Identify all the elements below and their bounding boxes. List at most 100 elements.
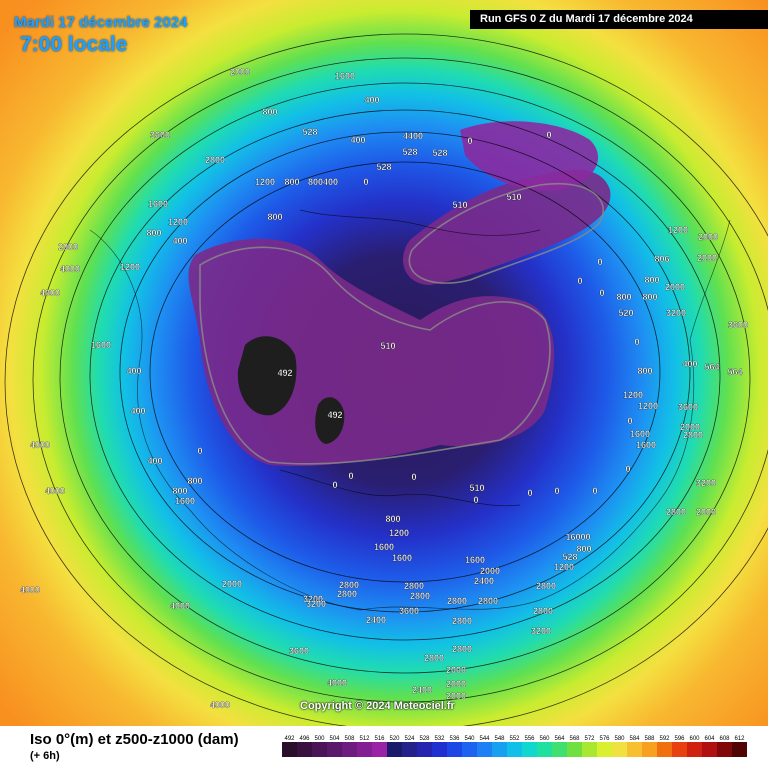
contour-label: 1200	[255, 177, 275, 187]
scale-tick-label: 564	[554, 736, 565, 742]
contour-label: 510	[452, 200, 467, 210]
contour-label: 2000	[222, 579, 242, 589]
low-492-south	[315, 397, 345, 444]
contour-label: 2800	[533, 606, 553, 616]
contour-label: 800	[262, 107, 277, 117]
contour-label: 2800	[339, 580, 359, 590]
contour-label: 3600	[399, 606, 419, 616]
scale-swatch	[702, 742, 717, 757]
scale-tick-label: 540	[464, 736, 475, 742]
scale-tick-label: 580	[614, 736, 625, 742]
scale-tick-label: 612	[734, 736, 745, 742]
scale-tick-label: 532	[434, 736, 445, 742]
contour-label: 4400	[403, 131, 423, 141]
contour-label: 1600	[335, 71, 355, 81]
contour-label: 0	[411, 472, 416, 482]
contour-label: 1600	[91, 340, 111, 350]
contour-label: 3200	[696, 478, 716, 488]
contour-label: 0	[527, 488, 532, 498]
contour-label: 2800	[337, 589, 357, 599]
lead-time: (+ 6h)	[30, 750, 60, 762]
forecast-date: Mardi 17 décembre 2024	[14, 14, 188, 31]
scale-tick-label: 536	[449, 736, 460, 742]
scale-tick-label: 560	[539, 736, 550, 742]
contour-label: 0	[597, 257, 602, 267]
scale-swatch	[447, 742, 462, 757]
contour-label: 1600	[374, 542, 394, 552]
contour-label: 800	[146, 228, 161, 238]
contour-label: 4000	[30, 440, 50, 450]
contour-label: 400	[350, 135, 365, 145]
cold-core-purple-north	[402, 170, 611, 285]
contour-label: 2800	[404, 581, 424, 591]
contour-label: 1600	[392, 553, 412, 563]
contour-label: 4000	[210, 700, 230, 710]
contour-label: 400	[130, 406, 145, 416]
scale-swatch	[387, 742, 402, 757]
scale-swatch	[717, 742, 732, 757]
contour-label: 0	[627, 416, 632, 426]
contour-label: 800	[187, 476, 202, 486]
contour-label: 528	[376, 162, 391, 172]
contour-label: 800	[576, 544, 591, 554]
contour-label: 1200	[389, 528, 409, 538]
scale-tick-label: 496	[299, 736, 310, 742]
contour-label: 2000	[230, 67, 250, 77]
scale-tick-label: 556	[524, 736, 535, 742]
contour-label: 1200	[668, 225, 688, 235]
scale-swatch	[372, 742, 387, 757]
contour-label: 0	[592, 486, 597, 496]
contour-label: 1200	[623, 390, 643, 400]
contour-label: 0	[473, 495, 478, 505]
scale-swatch	[687, 742, 702, 757]
contour-label: 528	[402, 147, 417, 157]
contour-label: 16000	[565, 532, 590, 542]
scale-swatch	[522, 742, 537, 757]
scale-tick-label: 548	[494, 736, 505, 742]
contour-label: 3600	[289, 646, 309, 656]
scale-swatch	[732, 742, 747, 757]
contour-label: 1600	[465, 555, 485, 565]
contour-label: 4000	[60, 264, 80, 274]
contour-label: 492	[327, 410, 342, 420]
contour-label: 4000	[170, 601, 190, 611]
contour-label: 800	[172, 486, 187, 496]
scale-swatch	[477, 742, 492, 757]
scale-tick-label: 592	[659, 736, 670, 742]
contour-label: 0	[467, 136, 472, 146]
scale-swatch	[552, 742, 567, 757]
scale-tick-label: 508	[344, 736, 355, 742]
scale-swatch	[282, 742, 297, 757]
contour-label: 564	[704, 362, 719, 372]
scale-swatch	[507, 742, 522, 757]
scale-tick-label: 588	[644, 736, 655, 742]
contour-label: 564	[727, 367, 742, 377]
contour-label: 0	[197, 446, 202, 456]
scale-tick-label: 596	[674, 736, 685, 742]
contour-label: 2000	[480, 566, 500, 576]
thickness-510-line	[199, 182, 605, 465]
contour-label: 400	[126, 366, 141, 376]
scale-swatch	[402, 742, 417, 757]
scale-tick-label: 600	[689, 736, 700, 742]
contour-label: 4000	[20, 585, 40, 595]
scale-tick-label: 584	[629, 736, 640, 742]
contour-label: 2000	[446, 665, 466, 675]
weather-map: 2000 1600 400 800 528 3600 400 4400 528 528 0 0 528 2…	[0, 0, 768, 726]
contour-label: 2800	[536, 581, 556, 591]
contour-label: 1200	[638, 401, 658, 411]
contour-label: 1200	[168, 217, 188, 227]
scale-tick-label: 504	[329, 736, 340, 742]
scale-swatch	[417, 742, 432, 757]
contour-label: 1600	[175, 496, 195, 506]
scale-tick-label: 520	[389, 736, 400, 742]
contour-label: 3200	[666, 308, 686, 318]
contour-label: 800400	[308, 177, 338, 187]
run-info: Run GFS 0 Z du Mardi 17 décembre 2024	[470, 10, 768, 29]
scale-swatch	[657, 742, 672, 757]
contour-label: 800	[637, 366, 652, 376]
scale-swatch	[672, 742, 687, 757]
contour-label: 2800	[666, 507, 686, 517]
scale-tick-label: 552	[509, 736, 520, 742]
